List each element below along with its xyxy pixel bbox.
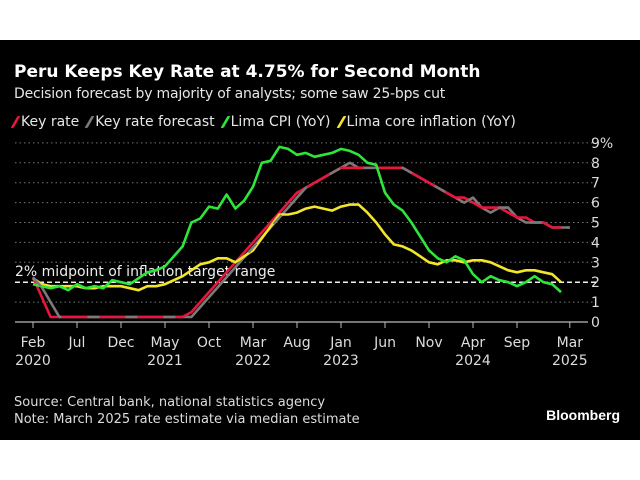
series-line-lima-core-inflation-yoy [32, 203, 562, 292]
x-tick-label: May [151, 335, 180, 351]
x-tick-year: 2021 [147, 353, 183, 369]
footer: Source: Central bank, national statistic… [14, 394, 360, 428]
x-tick-label: Jan [329, 335, 352, 351]
x-tick-label: Jul [68, 335, 86, 351]
chart-panel [0, 40, 640, 440]
legend-item-lima-core: Lima core inflation (YoY) [336, 114, 516, 130]
reference-line-label: 2% midpoint of inflation target range [15, 264, 275, 280]
series-line-key-rate-forecast [32, 161, 570, 319]
series-line-key-rate-forecast-overlay [32, 161, 570, 319]
legend-item-lima-cpi: Lima CPI (YoY) [220, 114, 331, 130]
legend-item-key-rate-forecast: Key rate forecast [84, 114, 215, 130]
bloomberg-logo: Bloomberg [546, 407, 620, 423]
x-tick-year: 2024 [455, 353, 491, 369]
chart-subtitle: Decision forecast by majority of analyst… [14, 86, 446, 102]
source-note: Source: Central bank, national statistic… [14, 395, 326, 410]
chart-title: Peru Keeps Key Rate at 4.75% for Second … [14, 62, 481, 82]
y-tick-label: 6 [591, 196, 600, 212]
y-tick-label: 2 [591, 275, 600, 291]
x-tick-label: Sep [504, 335, 531, 351]
legend-item-key-rate: Key rate [10, 114, 80, 130]
series-line-lima-cpi-yoy [32, 145, 562, 294]
legend-label: Lima core inflation (YoY) [346, 114, 516, 130]
x-tick-year: 2025 [552, 353, 588, 369]
x-tick-label: Aug [283, 335, 310, 351]
x-tick-label: Apr [461, 335, 485, 351]
series-line-key-rate [31, 166, 561, 319]
y-tick-label: 8 [591, 156, 600, 172]
legend-label: Key rate forecast [95, 114, 215, 130]
footnote: Note: March 2025 rate estimate via media… [14, 412, 360, 427]
legend-label: Key rate [21, 114, 80, 130]
y-tick-label: 7 [591, 176, 600, 192]
x-tick-year: 2023 [323, 353, 359, 369]
x-tick-label: Feb [21, 335, 46, 351]
x-tick-label: Mar [557, 335, 584, 351]
x-tick-label: Dec [107, 335, 134, 351]
y-tick-label: 4 [591, 235, 600, 251]
y-tick-label: 1 [591, 295, 600, 311]
x-tick-label: Jun [373, 335, 396, 351]
x-tick-year: 2022 [235, 353, 271, 369]
legend: Key rate Key rate forecast Lima CPI (YoY… [10, 114, 516, 130]
legend-label: Lima CPI (YoY) [230, 114, 331, 130]
y-tick-label: 3 [591, 255, 600, 271]
y-tick-label: 5 [591, 216, 600, 232]
x-tick-label: Mar [240, 335, 267, 351]
x-tick-label: Oct [197, 335, 222, 351]
y-tick-label: 0 [591, 315, 600, 331]
x-tick-year: 2020 [15, 353, 51, 369]
y-tick-label: 9% [591, 136, 613, 152]
x-tick-label: Nov [415, 335, 442, 351]
